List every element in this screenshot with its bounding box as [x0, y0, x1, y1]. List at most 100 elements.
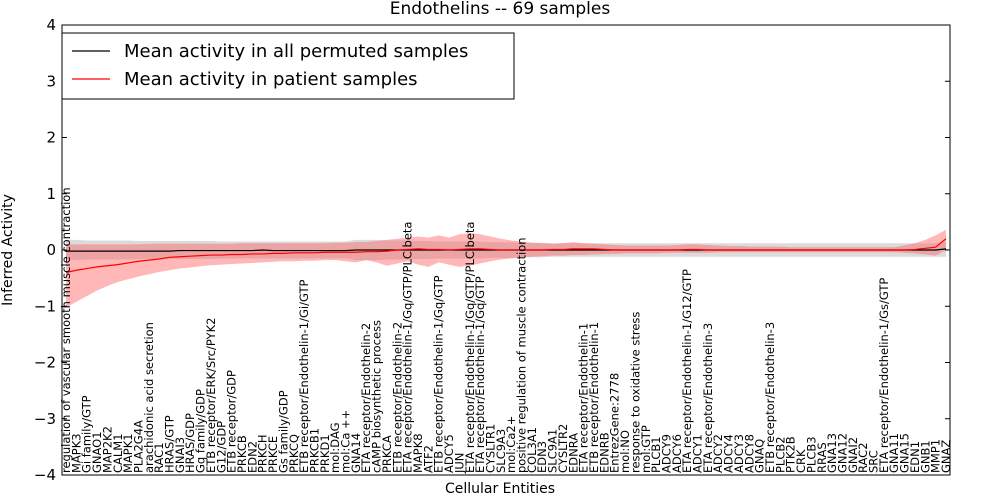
- x-tick-label: PRKCE: [266, 436, 280, 473]
- x-tick-label: mol:Ca2+: [504, 416, 518, 473]
- x-tick-label: ETA receptor/Endothelin-1/Gq/GTP/PLC bet…: [463, 222, 477, 473]
- x-tick-label: ETA receptor/Endothelin-1/Gs/GTP: [877, 278, 891, 473]
- x-tick-label: EDNRA: [566, 433, 580, 473]
- x-tick-label: EDN3: [535, 441, 549, 473]
- x-tick-label: ATF2: [421, 445, 435, 473]
- x-tick-label: MMP1: [929, 439, 943, 473]
- x-tick-label: arachidonic acid secretion: [142, 322, 156, 473]
- x-tick-label: SLC9A3: [494, 429, 508, 473]
- x-tick-label: response to oxidative stress: [628, 312, 642, 473]
- x-tick-label: PRKCQ: [287, 434, 301, 473]
- line-patient: [65, 238, 947, 274]
- x-tick-label: GNA11: [887, 433, 901, 473]
- x-axis-label: Cellular Entities: [445, 481, 555, 497]
- x-tick-label: ADCY1: [691, 434, 705, 473]
- x-tick-label: ETA receptor/Endothelin-3: [701, 323, 715, 473]
- x-tick-label: positive regulation of muscle contractio…: [515, 237, 529, 473]
- x-tick-label: PRKCA: [380, 435, 394, 473]
- y-axis-label: Inferred Activity: [0, 194, 16, 306]
- x-tick-label: CRK: [794, 449, 808, 473]
- y-tick-label: 1: [46, 185, 56, 203]
- lines-layer: [65, 238, 947, 274]
- x-tick-label: G12/GDP: [214, 421, 228, 473]
- x-tick-label: GNAQ: [753, 439, 767, 473]
- legend: Mean activity in all permuted samples Me…: [61, 32, 515, 100]
- x-tick-label: ADCY3: [732, 434, 746, 473]
- x-tick-label: cAMP biosynthetic process: [370, 320, 384, 473]
- x-tick-label: PRKCH: [256, 434, 270, 473]
- y-tick-label: 2: [46, 129, 56, 147]
- x-tick-label: EDNRB: [597, 432, 611, 473]
- y-tick-label: −2: [34, 354, 56, 372]
- x-tick-label: ETB receptor/Endothelin-1/Gq/GTP: [432, 275, 446, 473]
- x-tick-label: GNA12: [835, 433, 849, 473]
- x-tick-label: ETB receptor/Endothelin-2: [390, 322, 404, 473]
- x-tick-label: ETA receptor/Endothelin-1/Gq/GTP: [473, 276, 487, 473]
- y-tick-label: 3: [46, 72, 56, 90]
- legend-label-permuted: Mean activity in all permuted samples: [124, 41, 468, 62]
- x-tick-label: MAPK1: [121, 433, 135, 473]
- x-tick-label: ADCY8: [742, 434, 756, 473]
- x-tick-label: HRAS/GTP: [163, 415, 177, 473]
- x-tick-label: RRAS: [815, 442, 829, 473]
- x-tick-label: MAPK3: [69, 433, 83, 473]
- x-tick-label: COL3A1: [525, 427, 539, 473]
- x-tick-label: MAPK8: [411, 433, 425, 473]
- x-tick-label: MAP2K2: [100, 426, 114, 473]
- x-tick-label: PLCB3: [804, 436, 818, 473]
- y-tick-label: 0: [46, 241, 56, 259]
- y-axis: −4 −3 −2 −1 0 1 2 3 4: [34, 16, 950, 484]
- x-tick-label: RAC2: [856, 442, 870, 473]
- x-tick-label: GNAI2: [846, 437, 860, 473]
- x-tick-label: CALM1: [111, 433, 125, 473]
- x-tick-label: SLC9A1: [546, 429, 560, 473]
- x-tick-label: SRC: [867, 450, 881, 473]
- x-tick-label: CYSLTR2: [556, 424, 570, 473]
- x-tick-label: ADCY9: [659, 434, 673, 473]
- x-tick-label: EDN1: [908, 441, 922, 473]
- x-tick-label: Gi family/GTP: [80, 395, 94, 473]
- x-tick-label: GNA14: [349, 433, 363, 473]
- y-tick-label: −3: [34, 410, 56, 428]
- bands-layer: [66, 229, 946, 308]
- x-tick-label: PTK2B: [784, 436, 798, 473]
- x-tick-label: GNA13: [825, 433, 839, 473]
- legend-label-patient: Mean activity in patient samples: [124, 69, 418, 90]
- x-tick-label: ETB receptor/ERK/Src/PYK2: [204, 318, 218, 473]
- x-tick-label: GNAZ: [939, 440, 953, 473]
- y-tick-label: −1: [34, 297, 56, 315]
- x-tick-label: PRKCB1: [307, 428, 321, 473]
- x-tick-label: ETA receptor/Endothelin-1/Gq/GTP/PLC bet…: [401, 222, 415, 473]
- x-tick-label: PLA2G4A: [131, 420, 145, 473]
- x-tick-label: GNAI3: [173, 437, 187, 473]
- band-patient: [66, 229, 946, 308]
- x-tick-label: ADCY2: [711, 434, 725, 473]
- x-tick-label: Gs family/GDP: [276, 390, 290, 473]
- x-tick-label: ETB receptor/GDP: [225, 370, 239, 473]
- x-tick-label: Gq family/GDP: [194, 389, 208, 473]
- legend-box: [61, 32, 515, 100]
- x-tick-labels: regulation of vascular smooth muscle con…: [59, 187, 953, 474]
- x-tick-label: EntrezGene:2778: [608, 373, 622, 473]
- x-tick-label: RAC1: [152, 442, 166, 473]
- x-tick-label: GNAO1: [90, 431, 104, 473]
- x-tick-label: HRAS/GDP: [183, 413, 197, 473]
- x-tick-label: ADCY6: [670, 434, 684, 473]
- x-tick-label: JUN: [452, 453, 466, 474]
- y-tick-label: −4: [34, 466, 56, 484]
- x-tick-label: GNA15: [898, 433, 912, 473]
- y-tick-label: 4: [46, 16, 56, 34]
- x-tick-label: ADCY5: [442, 434, 456, 473]
- x-tick-label: EDN2: [245, 441, 259, 473]
- x-tick-label: PRKD1: [318, 434, 332, 473]
- x-tick-label: PLCB1: [649, 436, 663, 473]
- x-tick-label: mol:DAG: [328, 422, 342, 473]
- x-tick-label: ETA receptor/Endothelin-1/G12/GTP: [680, 269, 694, 473]
- chart-title: Endothelins -- 69 samples: [390, 0, 611, 19]
- x-tick-label: CYSLTR1: [483, 424, 497, 473]
- x-tick-label: PRKCB: [235, 435, 249, 473]
- x-tick-label: ETB receptor/Endothelin-3: [763, 322, 777, 473]
- x-tick-label: ETB receptor/Endothelin-1: [587, 322, 601, 473]
